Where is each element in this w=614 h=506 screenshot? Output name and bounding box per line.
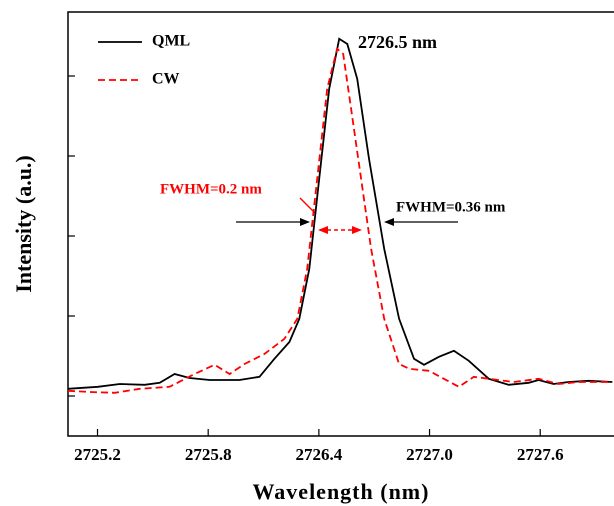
x-tick-label: 2727.0 [406,445,453,464]
arrowhead [318,226,328,234]
x-axis-title: Wavelength (nm) [253,479,430,504]
series-line [67,47,613,394]
legend-label: QML [152,33,190,50]
x-tick-label: 2725.2 [74,445,121,464]
arrowhead [300,218,310,226]
y-axis-title: Intensity (a.u.) [11,155,36,293]
annotation: FWHM=0.36 nm [396,199,506,215]
x-tick-label: 2725.8 [185,445,232,464]
legend-label: CW [152,71,180,88]
fwhm-arrows [236,197,458,234]
x-tick-label: 2726.4 [295,445,342,464]
annotation: FWHM=0.2 nm [160,181,262,197]
x-tick-label: 2727.6 [517,445,564,464]
annotation: 2726.5 nm [358,32,437,52]
arrowhead [352,226,362,234]
arrowhead [384,218,394,226]
series-line [67,37,613,390]
plot-frame [67,11,614,437]
